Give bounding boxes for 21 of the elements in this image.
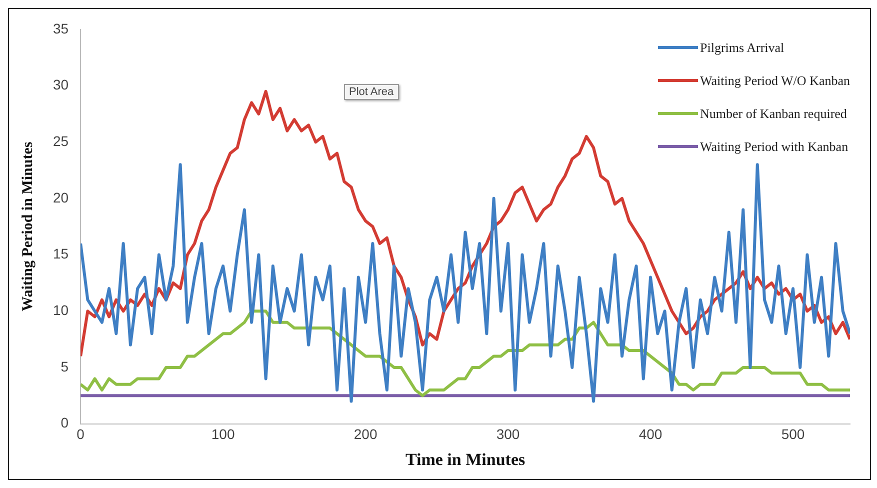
y-tick-label: 20 — [52, 189, 69, 206]
y-tick-label: 25 — [52, 132, 69, 149]
y-axis-title: Waiting Period in Minutes — [20, 142, 36, 312]
y-tick-label: 15 — [52, 246, 69, 262]
legend-label: Waiting Period W/O Kanban — [700, 72, 850, 88]
y-tick-label: 35 — [52, 20, 69, 36]
y-tick-label: 5 — [60, 358, 69, 374]
annotation: Plot Area — [344, 84, 399, 100]
y-tick-label: 30 — [52, 76, 69, 93]
x-tick-label: 100 — [211, 426, 235, 442]
legend-label: Waiting Period with Kanban — [700, 138, 848, 154]
x-tick-label: 0 — [76, 426, 85, 442]
x-tick-label: 400 — [638, 426, 662, 442]
legend-label: Number of Kanban required — [700, 106, 847, 122]
x-axis-title: Time in Minutes — [405, 450, 526, 470]
y-tick-label: 0 — [60, 414, 69, 431]
y-tick-label: 10 — [52, 302, 69, 318]
x-tick-label: 300 — [496, 426, 520, 442]
legend-label: Pilgrims Arrival — [700, 40, 784, 56]
x-tick-label: 500 — [781, 426, 805, 442]
x-tick-label: 200 — [354, 426, 378, 442]
